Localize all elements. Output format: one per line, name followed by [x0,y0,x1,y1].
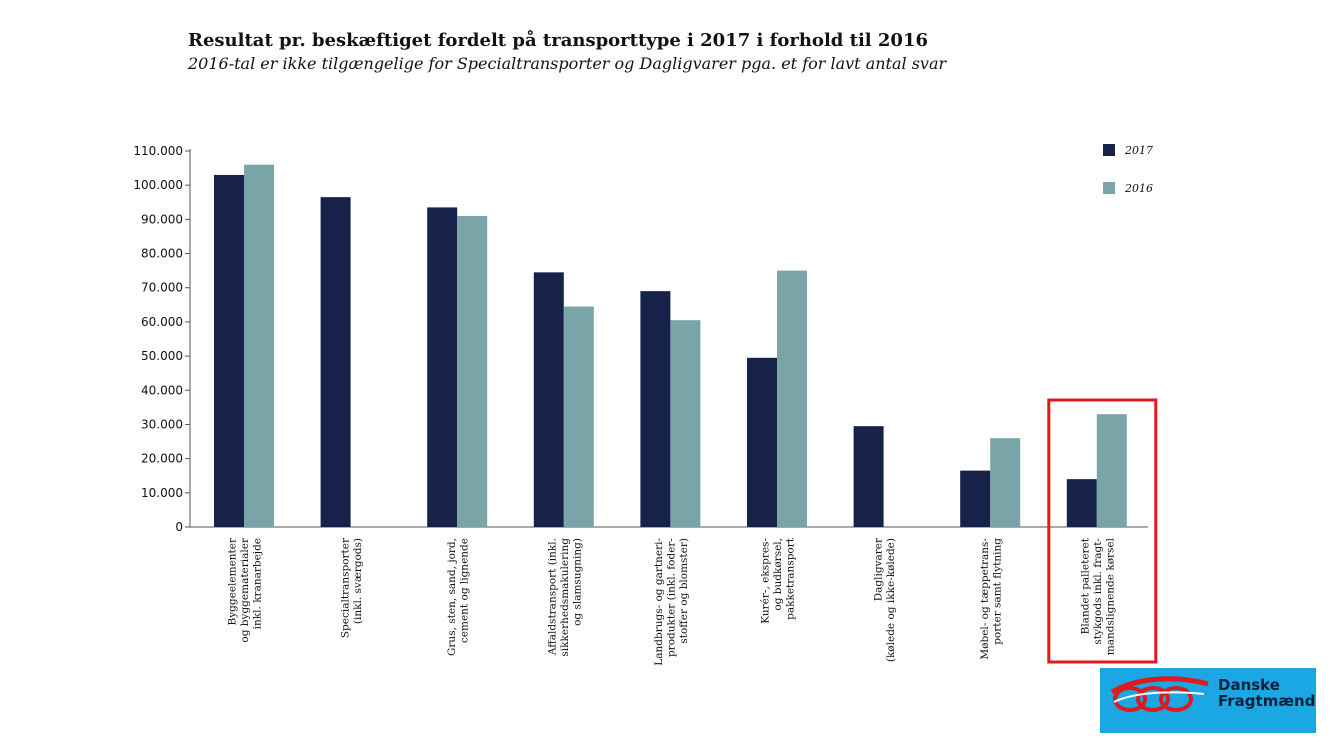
legend-label-2017: 2017 [1124,144,1153,157]
bar-2016 [1096,414,1127,527]
y-tick-label: 110.000 [133,144,183,158]
category-label: Møbel- og tæppetrans-porter samt flytnin… [979,538,1004,660]
bar-2016 [777,270,807,527]
category-label: Dagligvarer (kølede og ikke-kølede) [872,537,897,662]
category-label-line: porter samt flytning [991,538,1003,645]
category-label-line: (inkl. sværgods) [352,538,364,624]
category-label: Byggeelementer og byggematerialer inkl. kr… [227,537,264,643]
category-label: Landbrugs- og gartneri-produkter (inkl. … [653,538,690,666]
bar-2017 [960,470,991,527]
bar-2016 [563,306,594,527]
bar-2017 [747,357,777,527]
category-label-line: Dagligvarer [872,537,884,601]
category-label-line: Grus, sten, sand, jord, [446,538,458,656]
y-tick-label: 60.000 [141,315,183,329]
y-tick-label: 50.000 [141,349,183,363]
y-tick-label: 30.000 [141,417,183,431]
category-label: Specialtransporter (inkl. sværgods) [339,537,364,638]
category-label-line: og slamsugning) [571,538,583,626]
bar-2016 [670,320,701,527]
logo-line-1: Danske [1218,676,1280,694]
logo-text: Danske Fragtmænd [1218,677,1315,709]
category-label: Blandet palleteret stykgods inkl. fragt-m… [1079,537,1116,655]
category-label-line: Kurér-, ekspres- [760,538,772,624]
category-label-line: stoffer og blomster) [678,538,690,644]
category-label-line: pakketransport [785,537,797,620]
category-label-line: cement og lignende [458,538,470,643]
y-tick-label: 90.000 [141,212,183,226]
bar-2017 [853,426,884,527]
bar-2016 [990,438,1021,527]
category-label-line: sikkerhedsmakulering [559,538,571,657]
legend-swatch-2016 [1103,182,1115,194]
category-label-line: Affaldstransport (inkl. [546,538,558,656]
bar-2017 [214,174,244,527]
legend-label-2016: 2016 [1124,182,1153,195]
category-label-line: stykgods inkl. fragt- [1092,538,1104,645]
y-tick-label: 70.000 [141,281,183,295]
y-tick-label: 80.000 [141,247,183,261]
category-label-line: (kølede og ikke-kølede) [885,538,897,662]
category-label: Affaldstransport (inkl. sikkerhedsmakuler… [546,538,583,657]
category-label-line: inkl. kranarbejde [252,538,264,629]
bar-2017 [427,207,458,527]
category-label-line: produkter (inkl. foder- [665,538,677,657]
chart-title: Resultat pr. beskæftiget fordelt på tran… [188,30,928,51]
category-label-line: Blandet palleteret [1079,537,1091,634]
bar-2016 [244,164,274,527]
category-label-line: Byggeelementer [227,537,239,625]
category-label-line: Landbrugs- og gartneri- [653,538,665,666]
category-label-line: mandslignende kørsel [1104,537,1116,655]
y-tick-label: 10.000 [141,486,183,500]
bar-2017 [640,291,671,527]
category-label: Grus, sten, sand, jord, cement og lignend… [446,538,471,656]
bar-2017 [320,197,351,528]
category-label: Kurér-, ekspres-og budkørsel, pakketransp… [760,537,797,623]
logo-line-2: Fragtmænd [1218,692,1316,710]
category-label-line: og budkørsel, [772,538,784,611]
y-tick-label: 100.000 [133,178,183,192]
category-label-line: Specialtransporter [339,537,351,638]
category-label-line: Møbel- og tæppetrans- [979,538,991,660]
legend-swatch-2017 [1103,144,1115,156]
y-tick-label: 0 [175,520,183,534]
red-swoosh-logo-icon [1110,676,1209,712]
y-tick-label: 20.000 [141,452,183,466]
chart-subtitle: 2016-tal er ikke tilgængelige for Specia… [188,54,947,73]
highlight-box [1047,398,1158,664]
bar-2016 [457,215,488,528]
bar-2017 [1066,479,1097,527]
y-tick-label: 40.000 [141,383,183,397]
bar-2017 [533,272,564,527]
danske-fragtmaend-logo: Danske Fragtmænd [1100,668,1316,733]
category-label-line: og byggematerialer [239,537,251,643]
